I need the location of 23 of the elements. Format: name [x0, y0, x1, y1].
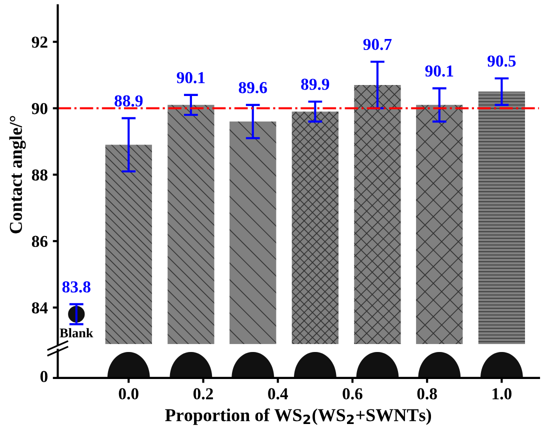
- data-label: 83.8: [62, 281, 90, 293]
- y-tick-label: 84: [32, 302, 48, 314]
- x-tick-label: 0.6: [342, 388, 362, 400]
- y-tick-label: 90: [32, 102, 48, 114]
- x-tick-label: 0.4: [268, 388, 288, 400]
- text: 0: [40, 370, 48, 382]
- y-tick-label: 92: [32, 36, 48, 48]
- data-label: 88.9: [114, 95, 143, 107]
- y-tick-label: 86: [32, 236, 48, 248]
- x-tick-label: 1.0: [492, 388, 512, 400]
- x-axis-title: Proportion of WS$_{2}$(WS$_{2}$+SWNTs): [165, 408, 432, 425]
- y-axis-title: Contact angle/°: [9, 116, 26, 234]
- x-tick-label: 0.2: [193, 388, 213, 400]
- data-label: 90.7: [363, 38, 392, 50]
- x-tick-label: 0.8: [417, 388, 437, 400]
- data-label: 90.1: [176, 72, 205, 84]
- data-label: 90.5: [488, 55, 516, 67]
- data-label: 90.1: [425, 65, 454, 77]
- data-label: 89.9: [301, 78, 330, 90]
- x-tick-label: 0.0: [118, 388, 138, 400]
- annotation: Blank: [60, 328, 94, 338]
- y-tick-label: 88: [32, 169, 48, 181]
- data-label: 89.6: [238, 82, 267, 94]
